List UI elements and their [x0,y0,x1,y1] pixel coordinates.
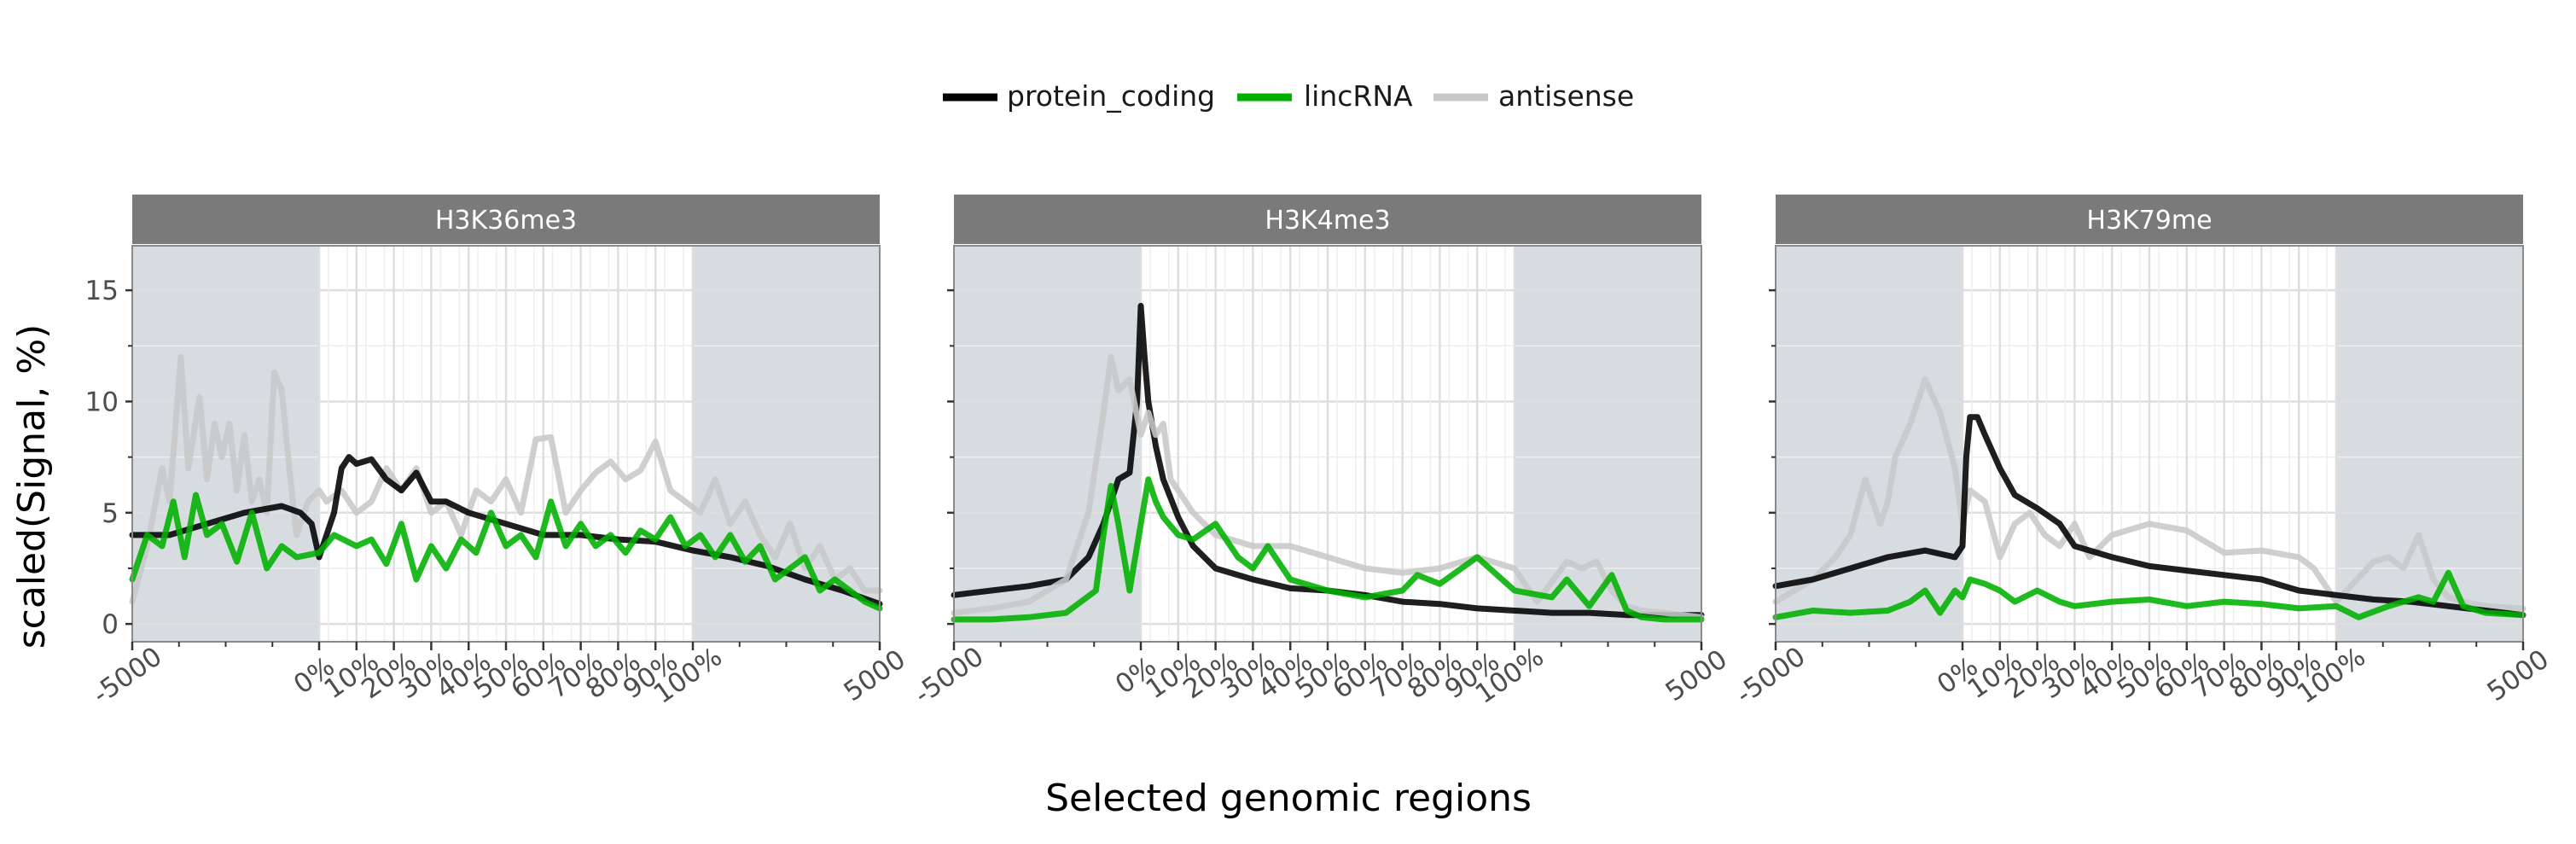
upstream-shade [1776,246,1963,642]
series-line-protein_coding [1772,414,2527,619]
x-tick-label: 5000 [839,643,911,707]
x-tick-label: -5000 [87,641,167,710]
strip-label: H3K4me3 [1265,206,1390,236]
y-tick-label: 10 [85,387,119,417]
x-axis-title: Selected genomic regions [1045,777,1532,820]
downstream-shade [2336,246,2523,642]
legend-label-antisense: antisense [1498,79,1634,113]
x-tick-label: 5000 [2482,643,2555,707]
y-tick-label: 15 [85,276,119,306]
legend-label-protein_coding: protein_coding [1007,79,1215,113]
x-tick-label: 5000 [1660,643,1733,707]
downstream-shade [693,246,880,642]
panel-H3K79me: H3K79me-5000 0%10%20%30%40%50%60%70%80%90… [1730,195,2555,710]
x-tick-label: -5000 [909,641,989,710]
legend-label-lincRNA: lincRNA [1304,79,1413,113]
upstream-shade [954,246,1141,642]
strip-background [1776,195,2523,244]
panel-H3K4me3: H3K4me3-5000 0%10%20%30%40%50%60%70%80%90… [909,195,1733,710]
legend: protein_coding lincRNA antisense [943,79,1634,113]
series-line-lincRNA [1772,569,2527,620]
y-tick-label: 5 [102,498,119,529]
series-line-antisense [1772,375,2527,612]
strip-background [954,195,1701,244]
strip-label: H3K79me [2086,206,2212,236]
strip-background [132,195,880,244]
y-axis-title: scaled(Signal, %) [10,324,54,649]
series-line-antisense [129,353,883,605]
y-tick-label: 0 [102,609,119,640]
x-tick-label: -5000 [1730,641,1811,710]
series-line-antisense [951,353,1705,620]
series-line-lincRNA [951,476,1705,623]
series-line-protein_coding [951,302,1705,619]
series-line-lincRNA [129,492,883,612]
strip-label: H3K36me3 [435,206,577,236]
series-line-protein_coding [129,454,883,608]
